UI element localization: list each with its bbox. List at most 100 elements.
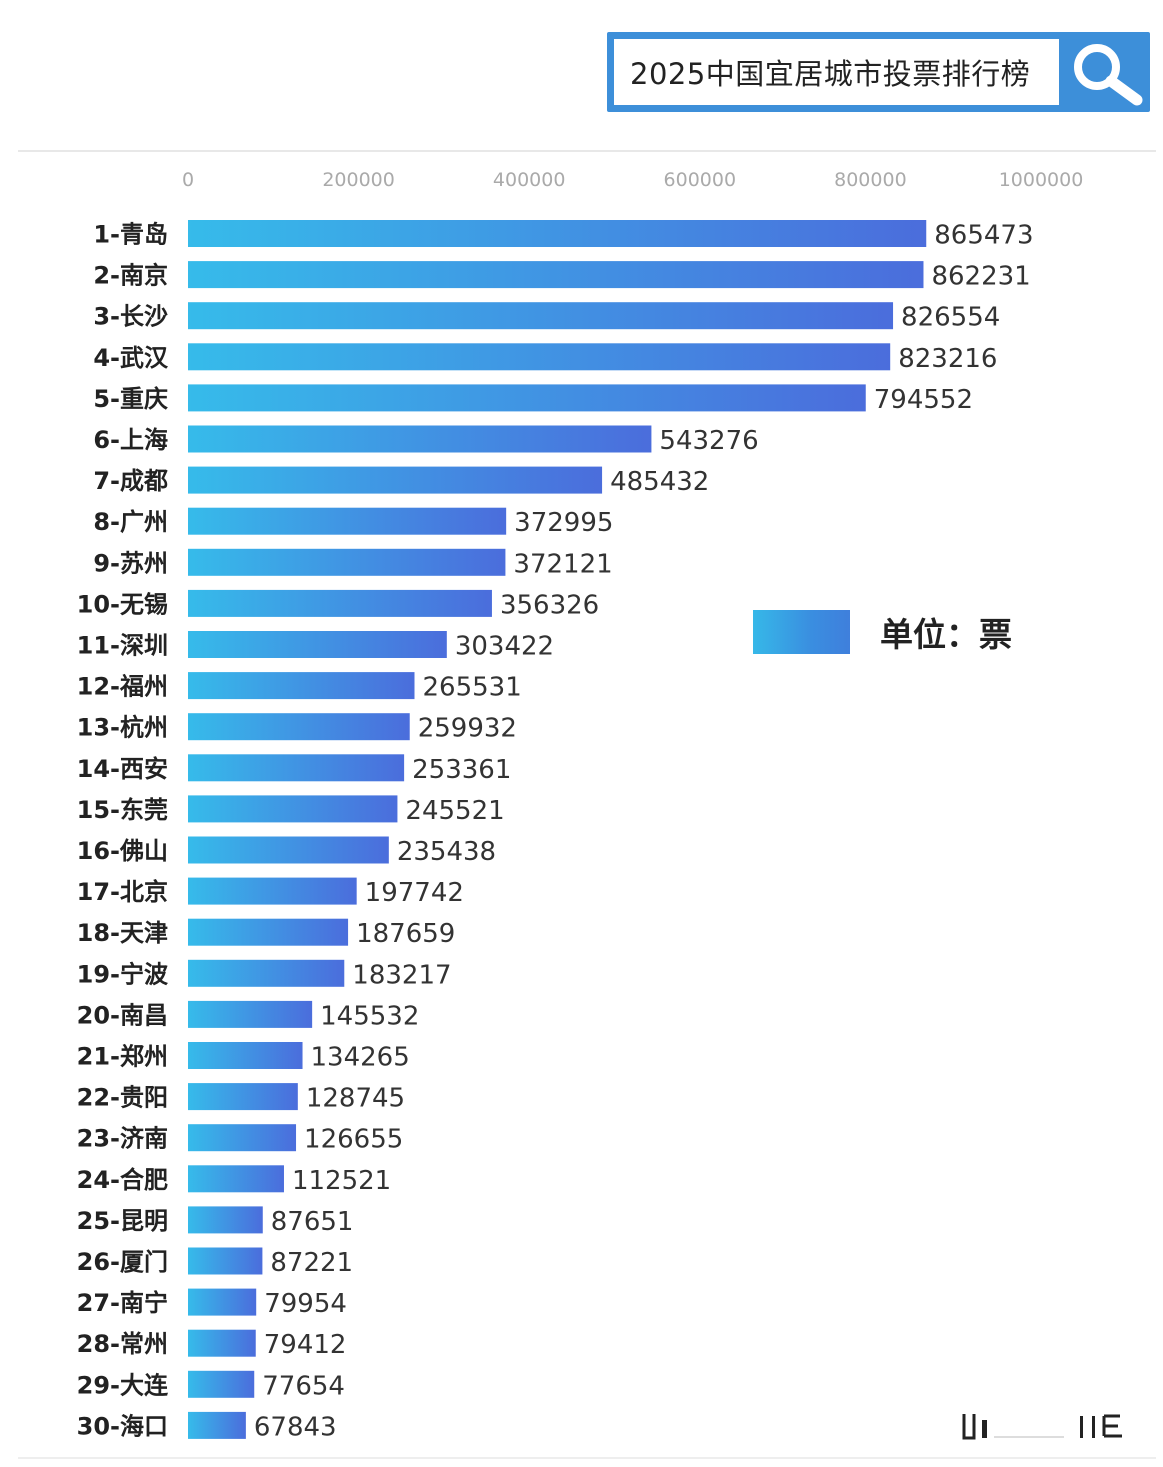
value-label: 372995 — [514, 508, 613, 538]
legend-swatch — [753, 610, 850, 654]
category-label: 8-广州 — [93, 508, 168, 536]
bar — [188, 343, 891, 371]
bar — [188, 302, 894, 330]
category-label: 1-青岛 — [93, 221, 168, 249]
value-label: 862231 — [931, 262, 1030, 292]
category-label: 28-常州 — [77, 1330, 168, 1358]
category-label: 16-佛山 — [77, 837, 168, 865]
bar — [188, 795, 398, 823]
x-tick-label: 400000 — [493, 169, 566, 191]
value-label: 128745 — [306, 1084, 405, 1114]
category-label: 27-南宁 — [77, 1289, 168, 1317]
ui-decor — [962, 1414, 1122, 1440]
category-label: 7-成都 — [93, 467, 168, 495]
category-label: 30-海口 — [77, 1412, 168, 1440]
bar — [188, 631, 447, 658]
value-label: 245521 — [405, 796, 504, 826]
category-label: 2-南京 — [93, 262, 168, 290]
category-label: 24-合肥 — [77, 1166, 168, 1194]
category-label: 21-郑州 — [77, 1043, 168, 1071]
category-label: 17-北京 — [77, 878, 168, 906]
value-label: 823216 — [898, 344, 997, 374]
search-icon — [1074, 44, 1143, 106]
x-tick-label: 200000 — [322, 169, 395, 191]
legend: 单位：票 — [753, 608, 1012, 656]
legend-label: 单位：票 — [880, 615, 1012, 654]
value-label: 253361 — [412, 755, 511, 785]
bar — [188, 1329, 256, 1357]
category-label: 10-无锡 — [77, 590, 168, 618]
bar — [188, 1042, 303, 1069]
category-label: 19-宁波 — [77, 960, 169, 988]
bar — [188, 466, 603, 494]
x-tick-label: 800000 — [834, 169, 907, 191]
bar — [188, 1083, 298, 1111]
bar — [188, 1411, 246, 1439]
category-label: 4-武汉 — [93, 344, 169, 372]
category-label: 20-南昌 — [77, 1001, 168, 1029]
bar — [188, 713, 410, 741]
bar — [188, 672, 415, 700]
value-label: 259932 — [418, 714, 517, 744]
category-label: 9-苏州 — [93, 549, 168, 577]
value-label: 485432 — [610, 467, 709, 497]
bar — [188, 1206, 263, 1234]
category-label: 29-大连 — [77, 1371, 169, 1399]
bar — [188, 1247, 263, 1275]
bar-chart: 0 200000 400000 600000 800000 1000000 1-青岛 865… — [77, 169, 1084, 1442]
bar — [188, 959, 345, 987]
bar — [188, 1370, 255, 1398]
value-label: 543276 — [659, 426, 758, 456]
search-bar: 2025中国宜居城市投票排行榜 — [607, 32, 1150, 112]
value-label: 794552 — [874, 385, 973, 415]
search-input[interactable]: 2025中国宜居城市投票排行榜 — [614, 39, 1059, 105]
value-label: 372121 — [513, 549, 612, 579]
bar — [188, 548, 506, 576]
category-label: 5-重庆 — [93, 385, 168, 413]
bar — [188, 261, 924, 289]
bar — [188, 754, 405, 782]
category-label: 3-长沙 — [93, 303, 168, 331]
value-label: 87651 — [271, 1207, 354, 1237]
category-label: 15-东莞 — [77, 796, 168, 824]
bar — [188, 384, 866, 412]
bar — [188, 836, 389, 864]
value-label: 112521 — [292, 1166, 391, 1196]
value-label: 126655 — [304, 1125, 403, 1155]
category-label: 12-福州 — [77, 673, 168, 701]
x-axis: 0 200000 400000 600000 800000 1000000 — [182, 169, 1083, 191]
value-label: 79412 — [264, 1330, 347, 1360]
search-button[interactable] — [1062, 32, 1150, 112]
value-label: 265531 — [422, 673, 521, 703]
bar — [188, 918, 349, 946]
bars-group: 1-青岛 865473 2-南京 862231 3-长沙 826554 4-武汉 823216… — [77, 220, 1034, 1442]
bar — [188, 507, 507, 535]
bar — [188, 589, 492, 617]
bar — [188, 425, 652, 453]
bar — [188, 1124, 297, 1152]
category-label: 23-济南 — [77, 1125, 168, 1153]
value-label: 187659 — [356, 919, 455, 949]
chart-panel: 0 200000 400000 600000 800000 1000000 1-青岛 865… — [18, 150, 1156, 1459]
value-label: 67843 — [254, 1412, 337, 1442]
value-label: 826554 — [901, 303, 1000, 333]
value-label: 235438 — [397, 837, 496, 867]
bar — [188, 1000, 313, 1028]
bar — [188, 877, 357, 905]
x-tick-label: 600000 — [664, 169, 737, 191]
category-label: 18-天津 — [77, 919, 168, 947]
value-label: 183217 — [352, 960, 451, 990]
value-label: 79954 — [264, 1289, 347, 1319]
value-label: 87221 — [270, 1248, 353, 1278]
x-tick-label: 1000000 — [999, 169, 1084, 191]
x-tick-label: 0 — [182, 169, 194, 191]
bar — [188, 220, 927, 247]
value-label: 303422 — [455, 632, 554, 662]
value-label: 134265 — [311, 1043, 410, 1073]
category-label: 13-杭州 — [77, 714, 168, 742]
category-label: 25-昆明 — [77, 1207, 168, 1235]
bar — [188, 1165, 284, 1193]
value-label: 145532 — [320, 1001, 419, 1031]
value-label: 865473 — [934, 221, 1033, 251]
category-label: 22-贵阳 — [77, 1084, 168, 1112]
